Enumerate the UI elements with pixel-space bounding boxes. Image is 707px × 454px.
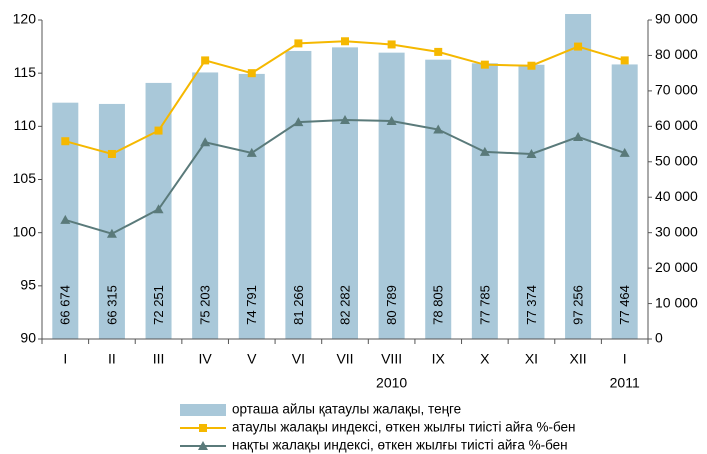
line-marker <box>433 124 444 134</box>
y2-tick-label: 60 000 <box>655 117 698 133</box>
line-marker <box>527 61 536 70</box>
y2-tick-label: 50 000 <box>655 152 698 168</box>
line-marker <box>61 137 70 146</box>
y-tick-label: 90 <box>20 330 36 346</box>
bar <box>518 64 545 339</box>
bar <box>192 72 219 339</box>
line-marker <box>200 137 211 147</box>
bar <box>611 64 638 339</box>
x-tick-label: XII <box>570 351 587 367</box>
line-marker <box>294 39 303 48</box>
line-marker <box>479 146 490 156</box>
bar <box>425 59 452 339</box>
y2-tick-label: 0 <box>655 330 663 346</box>
line-marker <box>480 60 489 69</box>
bar <box>471 63 498 340</box>
line-marker <box>573 131 584 141</box>
line-marker <box>387 40 396 49</box>
bar-value-label: 66 315 <box>104 285 119 325</box>
y-tick-label: 110 <box>14 117 37 133</box>
line-marker <box>106 228 117 238</box>
legend-label: атаулы жалақы индексі, өткен жылғы тиіст… <box>232 420 576 435</box>
legend-label: орташа айлы қатаулы жалақы, теңге <box>232 402 461 417</box>
y-tick-label: 100 <box>13 223 37 239</box>
bar-value-label: 77 785 <box>477 285 492 325</box>
x-tick-label: VI <box>292 351 305 367</box>
line-marker <box>341 37 349 46</box>
y-tick-label: 95 <box>20 277 36 293</box>
x-tick-label: III <box>153 351 165 367</box>
line-marker <box>247 69 256 78</box>
line-marker <box>386 116 397 126</box>
line-marker <box>154 126 163 135</box>
line-marker <box>107 149 116 158</box>
bar-value-label: 82 282 <box>337 285 352 325</box>
line-marker <box>620 56 629 65</box>
x-tick-label: IV <box>199 351 213 367</box>
line-marker <box>619 147 630 157</box>
legend-label: нақты жалақы индексі, өткен жылғы тиісті… <box>232 438 568 453</box>
bar-value-label: 72 251 <box>151 285 166 325</box>
x-tick-label: V <box>247 351 257 367</box>
x-tick-label: X <box>480 351 490 367</box>
line-marker <box>526 148 537 158</box>
bar-value-label: 66 674 <box>58 285 73 325</box>
legend-swatch <box>180 404 226 416</box>
bar-value-label: 97 256 <box>571 285 586 325</box>
bar <box>565 14 592 339</box>
line-marker <box>153 204 164 214</box>
line-marker <box>198 441 208 450</box>
y-tick-label: 105 <box>13 170 37 186</box>
bar-value-label: 77 374 <box>524 285 539 325</box>
line-marker <box>246 147 257 157</box>
y2-tick-label: 40 000 <box>655 188 698 204</box>
bar <box>98 103 125 339</box>
bar <box>238 73 265 339</box>
line-marker <box>199 424 207 432</box>
bar-value-label: 80 789 <box>384 285 399 325</box>
bar-value-label: 75 203 <box>198 285 213 325</box>
x-tick-label: XI <box>525 351 538 367</box>
bar <box>332 47 358 340</box>
x-tick-label: VIII <box>381 351 402 367</box>
line-marker <box>340 114 350 124</box>
bars <box>52 14 638 340</box>
y2-tick-label: 70 000 <box>655 82 698 98</box>
line-marker <box>293 117 304 127</box>
x-tick-label: I <box>63 351 67 367</box>
bar-value-label: 81 266 <box>291 285 306 325</box>
y-tick-label: 120 <box>13 11 37 27</box>
y2-tick-label: 10 000 <box>655 294 698 310</box>
year-label: 2011 <box>610 375 640 391</box>
bar <box>378 52 405 339</box>
bar-value-label: 74 791 <box>244 285 259 325</box>
bar-value-label: 77 464 <box>617 285 632 325</box>
line-marker <box>201 56 210 65</box>
bar <box>285 50 312 339</box>
line-marker <box>434 47 443 56</box>
y2-tick-label: 20 000 <box>655 259 698 275</box>
y-tick-label: 115 <box>14 64 37 80</box>
bar-value-label: 78 805 <box>431 285 446 325</box>
x-tick-label: I <box>623 351 627 367</box>
year-label: 2010 <box>376 375 407 391</box>
x-tick-label: IX <box>432 351 446 367</box>
y2-tick-label: 80 000 <box>655 46 698 62</box>
line-marker <box>60 214 71 224</box>
y2-tick-label: 90 000 <box>655 11 698 27</box>
x-tick-label: II <box>108 351 116 367</box>
x-tick-label: VII <box>336 351 353 367</box>
y2-tick-label: 30 000 <box>655 223 698 239</box>
line-marker <box>574 42 583 51</box>
